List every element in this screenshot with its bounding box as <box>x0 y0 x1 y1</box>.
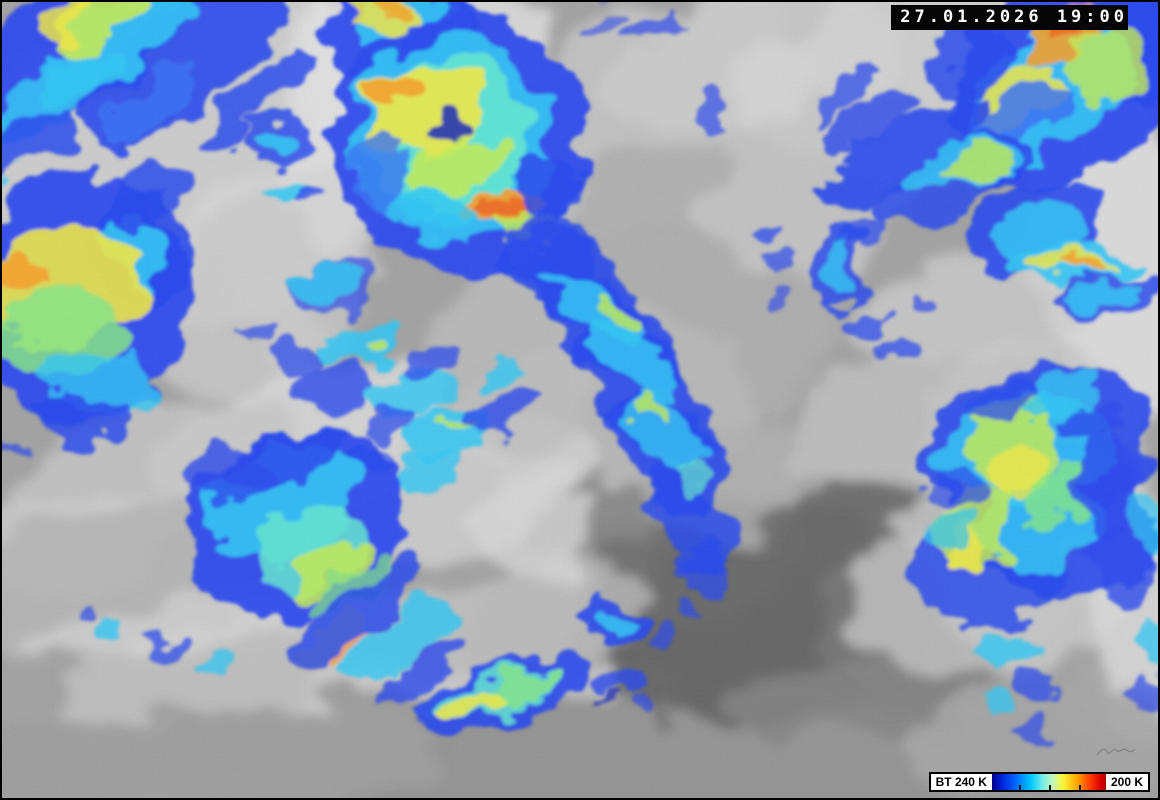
colorbar-gradient <box>991 774 1106 790</box>
colorbar-tick <box>1048 785 1051 790</box>
timestamp: 27.01.2026 19:00 <box>891 5 1128 30</box>
signature-watermark <box>1096 748 1136 756</box>
colorbar-tick <box>1078 785 1081 790</box>
colorbar-left-label: BT 240 K <box>935 775 987 789</box>
colorbar-right-label: 200 K <box>1110 775 1143 789</box>
colorbar-tick <box>1019 785 1022 790</box>
colorbar-legend: BT 240 K 200 K <box>928 772 1150 792</box>
